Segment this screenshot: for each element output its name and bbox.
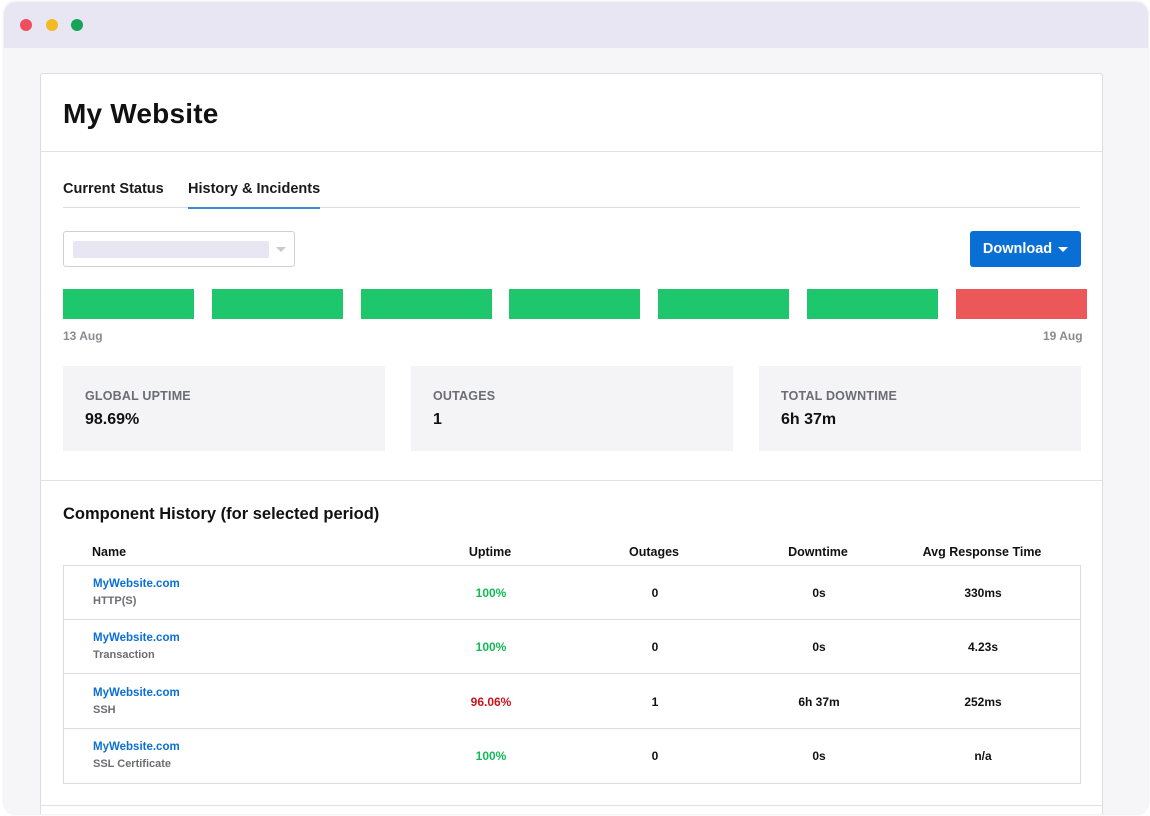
uptime-value: 96.06% — [470, 695, 512, 709]
timeline-day-bar-down[interactable] — [956, 289, 1087, 319]
timeline-day-bar-up[interactable] — [658, 289, 789, 319]
uptime-value: 100% — [475, 586, 507, 600]
outages-value: 0 — [651, 586, 659, 600]
uptime-value: 100% — [475, 749, 507, 763]
tab-current-status[interactable]: Current Status — [63, 181, 164, 197]
stat-value: 6h 37m — [781, 411, 837, 428]
table-row: MyWebsite.com HTTP(S) 100% 0 0s 330ms — [64, 566, 1080, 620]
section-divider — [41, 805, 1102, 806]
minimize-window-dot[interactable] — [46, 19, 58, 31]
stat-label: OUTAGES — [433, 389, 496, 403]
download-button-label: Download — [982, 241, 1053, 257]
avg-response-value: n/a — [974, 749, 992, 763]
table-row: MyWebsite.com SSH 96.06% 1 6h 37m 252ms — [64, 675, 1080, 729]
timeline-day-bar-up[interactable] — [807, 289, 938, 319]
uptime-timeline — [63, 289, 1087, 319]
stat-total-downtime: TOTAL DOWNTIME 6h 37m — [759, 366, 1081, 451]
column-header-name: Name — [92, 545, 127, 559]
component-history-title: Component History (for selected period) — [63, 505, 380, 523]
component-name-link[interactable]: MyWebsite.com — [93, 578, 180, 590]
window-titlebar — [4, 2, 1148, 48]
stat-label: TOTAL DOWNTIME — [781, 389, 897, 403]
uptime-value: 100% — [475, 640, 507, 654]
status-card: My Website Current Status History & Inci… — [40, 73, 1103, 814]
browser-window: My Website Current Status History & Inci… — [4, 2, 1148, 814]
table-row: MyWebsite.com Transaction 100% 0 0s 4.23… — [64, 620, 1080, 674]
column-header-avg-response-time: Avg Response Time — [922, 545, 1042, 559]
tab-history-incidents[interactable]: History & Incidents — [188, 181, 321, 209]
avg-response-value: 4.23s — [967, 640, 999, 654]
component-name-link[interactable]: MyWebsite.com — [93, 741, 180, 753]
stat-value: 98.69% — [85, 411, 140, 428]
component-type: SSL Certificate — [93, 758, 172, 770]
stat-global-uptime: GLOBAL UPTIME 98.69% — [63, 366, 385, 451]
period-select-value — [73, 241, 269, 258]
column-header-downtime: Downtime — [788, 545, 848, 559]
outages-value: 0 — [651, 749, 659, 763]
downtime-value: 0s — [812, 749, 826, 763]
column-header-uptime: Uptime — [468, 545, 512, 559]
tab-bar: Current Status History & Incidents — [63, 174, 1080, 209]
outages-value: 1 — [651, 695, 659, 709]
component-history-table: MyWebsite.com HTTP(S) 100% 0 0s 330ms My… — [63, 565, 1081, 784]
page-title: My Website — [63, 98, 219, 129]
component-type: SSH — [93, 704, 116, 716]
caret-down-icon — [1058, 247, 1069, 252]
downtime-value: 6h 37m — [798, 695, 840, 709]
download-button[interactable]: Download — [970, 231, 1081, 267]
component-type: HTTP(S) — [93, 595, 137, 607]
timeline-day-bar-up[interactable] — [212, 289, 343, 319]
downtime-value: 0s — [812, 586, 826, 600]
timeline-day-bar-up[interactable] — [361, 289, 492, 319]
timeline-day-bar-up[interactable] — [509, 289, 640, 319]
timeline-start-date: 13 Aug — [63, 329, 103, 343]
maximize-window-dot[interactable] — [71, 19, 83, 31]
stat-value: 1 — [433, 411, 442, 428]
stat-label: GLOBAL UPTIME — [85, 389, 191, 403]
period-select[interactable] — [63, 231, 295, 267]
column-header-outages: Outages — [628, 545, 680, 559]
outages-value: 0 — [651, 640, 659, 654]
close-window-dot[interactable] — [20, 19, 32, 31]
timeline-day-bar-up[interactable] — [63, 289, 194, 319]
avg-response-value: 252ms — [964, 695, 1002, 709]
component-name-link[interactable]: MyWebsite.com — [93, 687, 180, 699]
component-type: Transaction — [93, 649, 155, 661]
avg-response-value: 330ms — [964, 586, 1002, 600]
component-name-link[interactable]: MyWebsite.com — [93, 632, 180, 644]
stat-outages: OUTAGES 1 — [411, 366, 733, 451]
table-row: MyWebsite.com SSL Certificate 100% 0 0s … — [64, 729, 1080, 783]
table-header: Name Uptime Outages Downtime Avg Respons… — [63, 542, 1081, 564]
downtime-value: 0s — [812, 640, 826, 654]
timeline-end-date: 19 Aug — [1043, 329, 1083, 343]
card-header: My Website — [41, 74, 1102, 152]
chevron-down-icon — [276, 247, 286, 252]
section-divider — [41, 480, 1102, 481]
